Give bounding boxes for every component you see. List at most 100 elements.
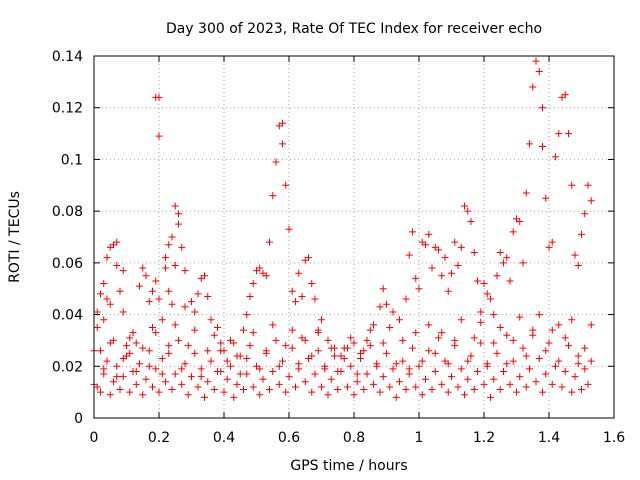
y-tick-label: 0.12	[52, 101, 83, 117]
data-point	[470, 334, 478, 342]
data-point	[409, 344, 416, 352]
data-point	[223, 357, 231, 365]
data-point	[519, 259, 527, 267]
data-point	[396, 316, 403, 324]
data-point	[555, 321, 563, 329]
data-point	[311, 295, 319, 303]
data-point	[571, 373, 579, 381]
data-point	[145, 362, 153, 370]
data-point	[282, 388, 290, 396]
data-point	[116, 287, 124, 295]
data-point	[132, 367, 140, 375]
data-point	[171, 261, 179, 269]
data-point	[500, 367, 507, 375]
data-point	[155, 132, 163, 140]
data-point	[584, 181, 592, 189]
data-point	[568, 316, 576, 324]
data-point	[292, 383, 299, 391]
data-point	[132, 339, 140, 347]
data-point	[139, 391, 147, 399]
data-point	[165, 241, 173, 249]
data-point	[259, 375, 267, 383]
data-point	[119, 373, 127, 381]
data-point	[451, 238, 459, 246]
data-point	[561, 91, 569, 99]
data-point	[152, 329, 160, 337]
data-point	[204, 378, 212, 386]
data-point	[500, 259, 507, 267]
data-point	[548, 238, 556, 246]
data-point	[428, 264, 436, 272]
data-point	[379, 339, 387, 347]
data-point	[509, 357, 517, 365]
data-point	[139, 344, 147, 352]
data-point	[178, 380, 186, 388]
data-point	[360, 386, 368, 394]
data-point	[279, 140, 286, 148]
chart-title: Day 300 of 2023, Rate Of TEC Index for r…	[166, 21, 542, 37]
data-point	[448, 269, 455, 277]
data-point	[197, 365, 205, 373]
data-point	[402, 295, 410, 303]
x-tick-label: 1	[415, 430, 424, 446]
data-point	[396, 378, 403, 386]
data-point	[285, 373, 293, 381]
data-point	[223, 375, 231, 383]
data-point	[240, 326, 247, 334]
data-point	[171, 202, 179, 210]
data-point	[191, 349, 199, 357]
data-point	[457, 365, 465, 373]
data-point	[548, 326, 556, 334]
data-point	[350, 391, 358, 399]
data-point	[194, 383, 202, 391]
data-point	[149, 383, 156, 391]
data-point	[201, 272, 208, 280]
data-point	[347, 334, 355, 342]
y-tick-label: 0.04	[52, 308, 83, 324]
data-point	[467, 352, 475, 360]
data-point	[155, 388, 163, 396]
data-point	[552, 362, 559, 370]
data-point	[171, 370, 179, 378]
data-point	[103, 357, 111, 365]
data-point	[295, 269, 303, 277]
data-point	[217, 347, 225, 355]
data-point	[119, 267, 127, 275]
data-point	[347, 362, 355, 370]
data-point	[353, 378, 361, 386]
data-point	[269, 367, 277, 375]
data-point	[340, 355, 348, 363]
data-point	[535, 355, 543, 363]
data-point	[402, 386, 410, 394]
data-point	[516, 373, 524, 381]
data-point	[275, 380, 283, 388]
data-point	[561, 334, 569, 342]
y-axis-label: ROTI / TECUs	[7, 191, 23, 283]
data-point	[392, 360, 400, 368]
data-point	[425, 230, 433, 238]
data-point	[275, 362, 283, 370]
data-point	[366, 342, 374, 350]
data-point	[240, 386, 247, 394]
x-tick-label: 0.8	[343, 430, 365, 446]
data-point	[188, 373, 195, 381]
data-point	[266, 238, 273, 246]
data-point	[256, 365, 264, 373]
data-point	[272, 336, 280, 344]
data-point	[100, 316, 108, 324]
data-point	[282, 181, 290, 189]
data-point	[539, 143, 546, 150]
data-point	[561, 367, 569, 375]
data-point	[188, 298, 195, 306]
data-point	[204, 347, 212, 355]
data-point	[529, 83, 537, 91]
data-point	[103, 295, 111, 303]
data-point	[379, 285, 387, 293]
data-point	[106, 300, 114, 308]
data-point	[470, 386, 478, 394]
data-point	[574, 360, 582, 368]
data-point	[113, 362, 121, 370]
data-point	[324, 391, 332, 399]
data-point	[324, 336, 332, 344]
